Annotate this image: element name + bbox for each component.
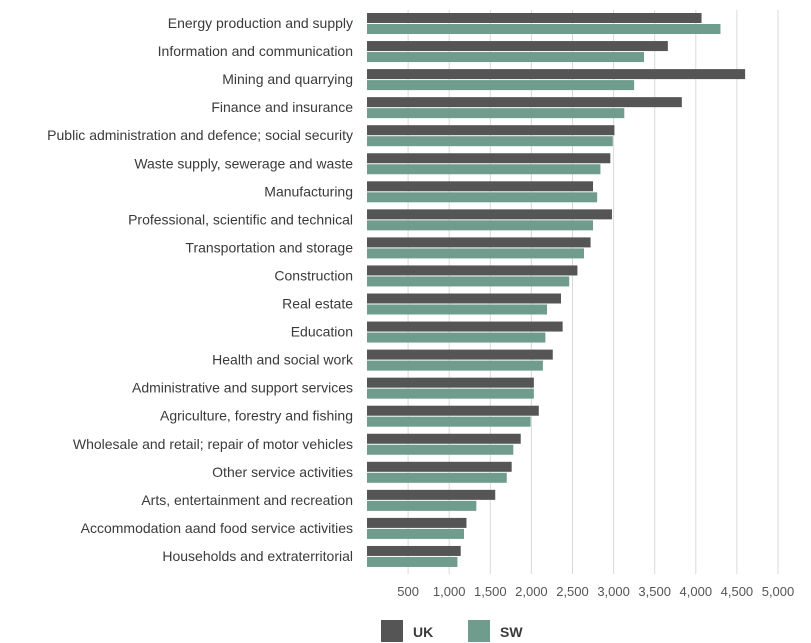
legend-label-uk: UK [413, 624, 433, 640]
bar-uk [367, 517, 467, 528]
x-tick-label: 3,500 [638, 584, 671, 599]
category-label: Education [291, 324, 353, 340]
bar-uk [367, 377, 534, 388]
bar-uk [367, 461, 512, 472]
bar-sw [367, 528, 464, 539]
bar-sw [367, 248, 585, 259]
bar-sw [367, 304, 548, 315]
category-label: Transportation and storage [185, 239, 353, 255]
category-label: Households and extraterritorial [162, 548, 353, 564]
bar-uk [367, 237, 591, 248]
bar-uk [367, 41, 668, 52]
bar-uk [367, 265, 578, 276]
category-label: Finance and insurance [211, 99, 353, 115]
bar-uk [367, 433, 521, 444]
bar-uk [367, 405, 539, 416]
category-labels: Energy production and supply Information … [47, 15, 354, 564]
bar-uk [367, 181, 594, 192]
x-axis-ticks: 500 1,000 1,500 2,000 2,500 3,000 3,500 4,000 4,… [397, 584, 794, 599]
bar-sw [367, 24, 721, 34]
bar-uk [367, 545, 461, 556]
category-label: Administrative and support services [132, 380, 353, 396]
category-label: Public administration and defence; socia… [47, 127, 353, 143]
x-tick-label: 2,500 [556, 584, 589, 599]
bar-uk [367, 153, 611, 164]
bars [367, 13, 746, 567]
x-tick-label: 1,000 [433, 584, 466, 599]
bar-sw [367, 472, 507, 483]
bar-uk [367, 69, 746, 80]
category-label: Energy production and supply [168, 15, 353, 31]
legend: UK SW [381, 620, 523, 642]
bar-uk [367, 349, 553, 360]
category-label: Waste supply, sewerage and waste [134, 155, 353, 171]
category-label: Health and social work [212, 352, 354, 368]
bar-sw [367, 360, 543, 371]
bar-sw [367, 388, 534, 399]
bar-sw [367, 220, 594, 231]
legend-label-sw: SW [500, 624, 523, 640]
bar-sw [367, 444, 514, 455]
category-label: Accommodation aand food service activiti… [81, 520, 353, 536]
bar-sw [367, 164, 601, 175]
x-tick-label: 2,000 [515, 584, 548, 599]
bar-sw [367, 192, 598, 203]
category-label: Real estate [282, 296, 353, 312]
bar-uk [367, 489, 496, 500]
x-tick-label: 3,000 [597, 584, 630, 599]
bar-sw [367, 332, 546, 343]
bar-sw [367, 416, 531, 427]
bar-sw [367, 500, 477, 511]
bar-uk [367, 293, 561, 304]
bar-sw [367, 80, 635, 91]
category-label: Mining and quarrying [222, 71, 353, 87]
bar-sw [367, 136, 613, 147]
legend-swatch-sw [468, 620, 490, 642]
x-tick-label: 1,500 [474, 584, 507, 599]
bar-sw [367, 52, 645, 63]
category-label: Agriculture, forestry and fishing [160, 408, 353, 424]
bar-sw [367, 556, 458, 567]
category-label: Other service activities [212, 464, 353, 480]
bar-uk [367, 321, 563, 332]
category-label: Arts, entertainment and recreation [141, 492, 353, 508]
x-tick-label: 4,500 [721, 584, 754, 599]
category-label: Manufacturing [264, 183, 353, 199]
x-tick-label: 5,000 [762, 584, 795, 599]
category-label: Wholesale and retail; repair of motor ve… [73, 436, 353, 452]
category-label: Information and communication [158, 43, 353, 59]
grid-lines [407, 10, 779, 574]
bar-uk [367, 209, 612, 220]
bar-sw [367, 276, 570, 287]
x-tick-label: 500 [397, 584, 419, 599]
category-label: Construction [274, 267, 353, 283]
legend-swatch-uk [381, 620, 403, 642]
bar-uk [367, 125, 615, 136]
bar-uk [367, 13, 702, 23]
x-tick-label: 4,000 [680, 584, 713, 599]
category-label: Professional, scientific and technical [128, 211, 353, 227]
bar-uk [367, 97, 682, 108]
bar-sw [367, 108, 625, 119]
